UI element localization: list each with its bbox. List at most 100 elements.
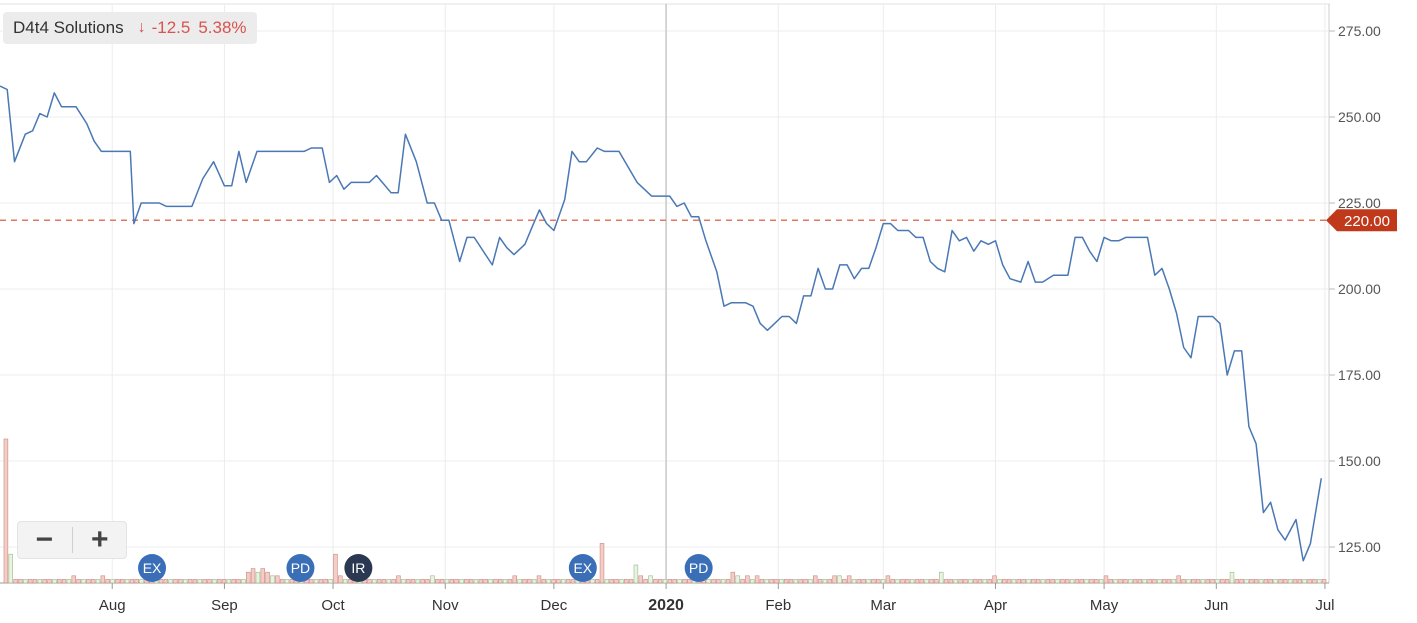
volume-bar: [236, 579, 241, 584]
event-flag-ex[interactable]: EX: [138, 554, 167, 582]
volume-bar: [599, 543, 605, 584]
zoom-controls: − +: [17, 521, 127, 559]
volume-bar: [754, 575, 760, 584]
volume-bar: [1278, 579, 1283, 584]
volume-bar: [779, 579, 784, 584]
volume-bar: [1108, 579, 1114, 584]
x-tick-label: Oct: [321, 597, 345, 614]
volume-bar: [750, 579, 755, 584]
volume-bar: [120, 579, 125, 584]
volume-bar: [139, 579, 144, 584]
volume-bar: [997, 579, 1002, 584]
volume-bar: [1094, 579, 1099, 584]
volume-bar: [614, 579, 619, 584]
volume-bar: [1065, 579, 1070, 584]
volume-bar: [551, 579, 556, 584]
volume-bar: [740, 579, 745, 584]
x-tick-label: 2020: [648, 597, 684, 614]
volume-bar: [764, 579, 769, 584]
volume-bar: [817, 579, 823, 584]
volume-bar: [1026, 579, 1031, 584]
zoom-out-button[interactable]: −: [35, 523, 54, 556]
volume-bar: [803, 579, 808, 584]
event-flag-label: EX: [143, 560, 162, 576]
event-flag-ex[interactable]: EX: [568, 554, 597, 582]
volume-bar: [430, 575, 435, 584]
volume-bar: [1035, 579, 1041, 584]
volume-bar: [439, 579, 445, 584]
volume-bar: [968, 579, 973, 584]
event-flag-ir[interactable]: IR: [344, 554, 373, 582]
volume-bar: [1186, 579, 1191, 584]
volume-bar: [473, 579, 479, 584]
volume-bar: [110, 579, 115, 584]
volume-bar: [129, 579, 135, 584]
volume-bar: [657, 579, 663, 584]
change-value: -12.5: [151, 18, 191, 37]
x-tick-label: Feb: [765, 597, 791, 614]
volume-bar: [1157, 579, 1162, 584]
volume-bar: [929, 579, 934, 584]
volume-bar: [265, 571, 270, 584]
volume-bar: [1079, 579, 1084, 584]
volume-bar: [231, 579, 236, 584]
volume-bar: [934, 579, 939, 584]
volume-bar: [866, 579, 871, 584]
volume-bar: [27, 579, 33, 584]
volume-bar: [842, 579, 847, 584]
volume-bar: [405, 579, 411, 584]
volume-bar: [619, 579, 624, 584]
volume-bar: [565, 579, 571, 584]
volume-bar: [561, 579, 566, 584]
volume-bar: [788, 579, 794, 584]
volume-bar: [1118, 579, 1123, 584]
volume-bar: [706, 579, 711, 584]
volume-bar: [730, 571, 736, 584]
zoom-in-button[interactable]: +: [90, 523, 109, 556]
volume-bar: [1210, 579, 1215, 584]
volume-bar: [323, 579, 328, 584]
volume-bar: [531, 579, 537, 584]
volume-bar: [207, 579, 212, 584]
volume-bar: [1292, 579, 1298, 584]
event-flag-label: PD: [291, 560, 310, 576]
volume-bar: [134, 579, 139, 584]
x-tick-label: Jul: [1315, 597, 1334, 614]
volume-bar: [900, 579, 905, 584]
event-flag-badge: [568, 554, 597, 582]
volume-bar: [1147, 579, 1152, 584]
x-tick-label: May: [1090, 597, 1119, 614]
volume-bar: [861, 579, 866, 584]
volume-bar: [943, 579, 949, 584]
volume-bar: [638, 575, 643, 584]
volume-bar: [309, 579, 314, 584]
volume-bar: [1074, 579, 1080, 584]
volume-bar: [1215, 579, 1220, 584]
volume-bar: [420, 579, 425, 584]
volume-bar: [672, 579, 677, 584]
x-tick-label: Apr: [984, 597, 1007, 614]
volume-bar: [246, 571, 251, 584]
volume-bar: [1317, 579, 1322, 584]
volume-bar: [720, 579, 726, 584]
volume-bar: [1031, 579, 1036, 584]
volume-bar: [464, 579, 469, 584]
volume-bar: [939, 571, 944, 584]
volume-bar: [1021, 579, 1026, 584]
volume-bar: [1254, 579, 1259, 584]
volume-bar: [8, 553, 13, 584]
volume-bar: [919, 579, 925, 584]
volume-bar: [241, 579, 246, 584]
volume-bar: [338, 575, 343, 584]
event-flag-pd[interactable]: PD: [286, 554, 315, 582]
volume-bar: [813, 575, 818, 584]
volume-bar: [468, 579, 474, 584]
y-tick-label: 225.00: [1338, 195, 1381, 211]
volume-bar: [202, 579, 207, 584]
event-flag-pd[interactable]: PD: [684, 554, 713, 582]
y-tick-label: 175.00: [1338, 367, 1381, 383]
volume-bar: [52, 579, 57, 584]
volume-bar: [81, 579, 86, 584]
